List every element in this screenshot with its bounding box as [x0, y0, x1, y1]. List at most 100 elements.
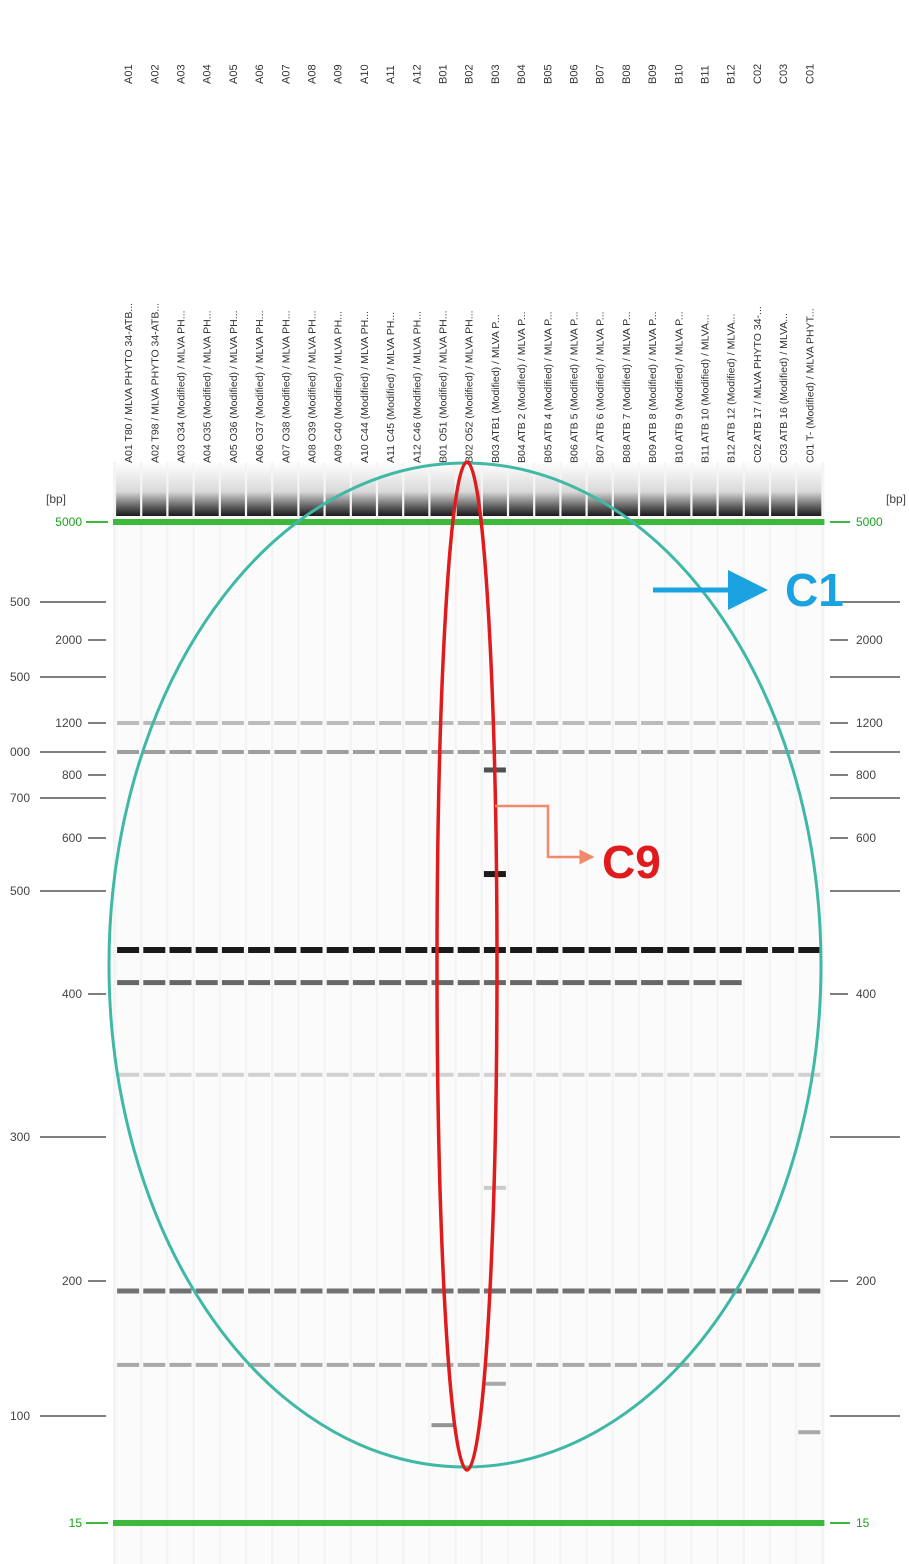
- lane-well: [116, 462, 141, 516]
- band: [221, 947, 244, 954]
- band: [562, 1072, 585, 1077]
- lane: [744, 462, 769, 1564]
- band: [614, 1072, 637, 1077]
- lane-well: [273, 462, 298, 516]
- ladder-label-left: 1200: [55, 716, 82, 730]
- lane: [509, 462, 534, 1564]
- lane-well: [613, 462, 638, 516]
- band: [641, 1288, 664, 1294]
- band: [379, 947, 402, 954]
- band: [379, 1288, 402, 1294]
- lane-well: [797, 462, 822, 516]
- lane-sample-label: C01 T- (Modified) / MLVA PHYT...: [804, 308, 816, 463]
- lane: [535, 462, 560, 1564]
- band: [719, 721, 742, 725]
- lane-sample-label: B07 ATB 6 (Modified) / MLVA P...: [595, 311, 607, 463]
- band: [693, 1072, 716, 1077]
- band: [169, 750, 192, 754]
- band: [117, 1288, 140, 1294]
- lane-well-label: B12: [726, 64, 738, 84]
- marker-label-left: 5000: [55, 515, 82, 529]
- band: [169, 721, 192, 725]
- band: [614, 1362, 637, 1367]
- lane-well: [351, 462, 376, 516]
- band: [274, 947, 297, 954]
- ladder-label-right: 1200: [856, 716, 883, 730]
- band: [300, 980, 323, 986]
- band: [379, 721, 402, 725]
- band: [641, 721, 664, 725]
- lane: [325, 462, 350, 1564]
- band: [169, 947, 192, 954]
- band: [457, 1288, 480, 1294]
- band: [195, 980, 218, 986]
- band: [798, 1362, 821, 1367]
- band: [274, 721, 297, 725]
- band: [536, 980, 559, 986]
- band: [667, 721, 690, 725]
- band: [510, 947, 533, 954]
- band: [562, 750, 585, 754]
- lane: [797, 462, 822, 1564]
- band: [510, 750, 533, 754]
- lane-well-label: A01: [123, 64, 135, 84]
- lane-well-label: B05: [542, 64, 554, 84]
- band: [431, 980, 454, 986]
- unit-label-left: [bp]: [46, 492, 66, 506]
- band: [562, 1288, 585, 1294]
- band: [693, 1362, 716, 1367]
- c9-connector: [495, 804, 595, 865]
- band: [588, 1362, 611, 1367]
- lane-well-label: B04: [516, 64, 528, 84]
- band: [798, 1288, 821, 1294]
- band: [641, 1362, 664, 1367]
- lane-sample-label: B12 ATB 12 (Modified) / MLVA...: [726, 314, 738, 463]
- band: [483, 1288, 506, 1294]
- band: [221, 980, 244, 986]
- band: [117, 721, 140, 725]
- band: [379, 750, 402, 754]
- band: [195, 1288, 218, 1294]
- lane-sample-label: A03 O34 (Modified) / MLVA PH...: [176, 310, 188, 463]
- lane-sample-label: C03 ATB 16 (Modified) / MLVA...: [778, 313, 790, 463]
- ladder-label-left: 100: [10, 1409, 30, 1423]
- ladder-label-left: 400: [62, 987, 82, 1001]
- band: [641, 947, 664, 954]
- ladder-label-left: 000: [10, 745, 30, 759]
- band: [326, 1072, 349, 1077]
- upper-marker-line: [113, 519, 825, 525]
- band: [248, 980, 271, 986]
- band: [772, 1362, 795, 1367]
- band: [248, 1362, 271, 1367]
- lane-well-label: A11: [385, 65, 397, 84]
- band: [169, 980, 192, 986]
- lane-sample-label: B05 ATB 4 (Modified) / MLVA P...: [542, 311, 554, 463]
- lane-sample-label: B01 O51 (Modified) / MLVA PH...: [438, 310, 450, 463]
- band: [352, 721, 375, 725]
- band: [326, 980, 349, 986]
- lane: [194, 462, 219, 1564]
- lane-well: [168, 462, 193, 516]
- lane: [273, 462, 298, 1564]
- lane: [168, 462, 193, 1564]
- lane-well-label: B10: [673, 64, 685, 84]
- band: [326, 1288, 349, 1294]
- lane-well-label: C01: [804, 64, 816, 84]
- ladder-label-right: 800: [856, 768, 876, 782]
- band: [667, 1072, 690, 1077]
- band: [221, 721, 244, 725]
- band: [143, 1362, 166, 1367]
- lane-well-label: A08: [307, 64, 319, 84]
- lane-well: [378, 462, 403, 516]
- band: [248, 721, 271, 725]
- band: [169, 1362, 192, 1367]
- lane-well-label: B08: [621, 64, 633, 84]
- lane-sample-label: B10 ATB 9 (Modified) / MLVA P...: [673, 311, 685, 463]
- ladder-label-left: 2000: [55, 633, 82, 647]
- band: [667, 750, 690, 754]
- band: [274, 1072, 297, 1077]
- band: [143, 1072, 166, 1077]
- lane-well-label: B06: [569, 64, 581, 84]
- band: [614, 1288, 637, 1294]
- lane-well-label: B11: [700, 65, 712, 84]
